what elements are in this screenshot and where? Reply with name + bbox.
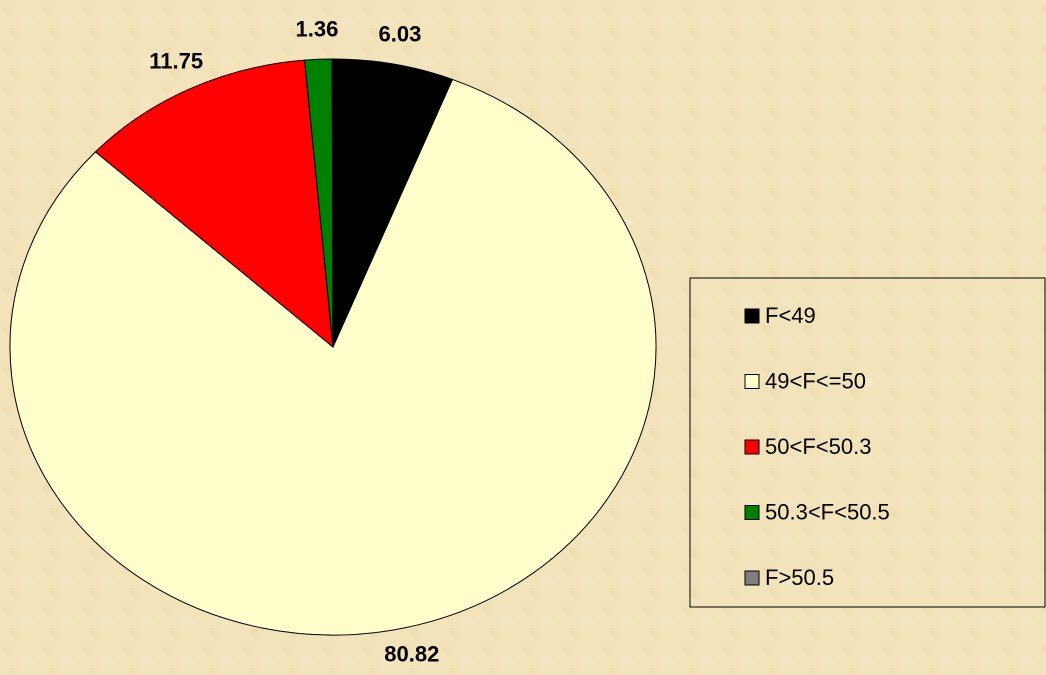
legend-label: 50.3<F<50.5 [765,499,890,524]
legend-label: F>50.5 [765,565,834,590]
data-label: 6.03 [378,22,421,47]
pie-slice [331,58,334,348]
data-label: 1.36 [296,16,339,41]
legend-box [689,277,1046,608]
legend-swatch [744,374,760,389]
pie-slice [9,78,657,636]
legend-swatch [744,570,760,586]
legend-label: F<49 [765,303,816,328]
pie-slice [94,59,334,349]
legend-swatch [744,308,760,324]
legend-swatch [744,505,760,520]
legend-swatch [744,439,760,455]
legend-label: 50<F<50.3 [765,434,871,459]
data-label: 11.75 [149,49,203,74]
legend-label: 49<F<=50 [765,368,866,393]
data-label: 80.82 [384,642,439,667]
pie-slice [332,58,454,348]
